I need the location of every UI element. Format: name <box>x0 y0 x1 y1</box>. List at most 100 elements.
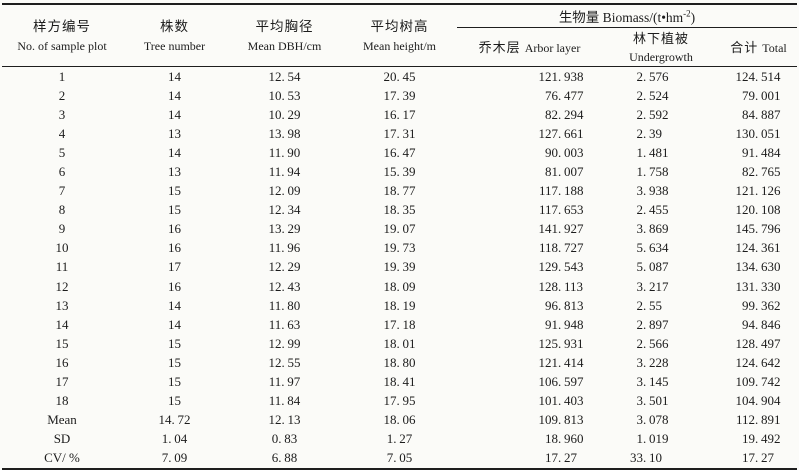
data-cell: 129. 543 <box>538 259 584 275</box>
data-cell: 3. 501 <box>636 393 669 409</box>
data-cell: 17. 31 <box>383 125 416 141</box>
data-cell: 13. 98 <box>268 125 301 141</box>
data-cell: 16. 47 <box>383 144 416 160</box>
data-cell: 145. 796 <box>735 221 781 237</box>
data-cell: 91. 948 <box>545 316 584 332</box>
data-cell: 12. 13 <box>268 412 301 428</box>
data-cell: 2. 897 <box>636 316 669 332</box>
table-header: 样方编号 No. of sample plot 株数 Tree number 平… <box>2 4 797 67</box>
table-row: 4 13 13. 98 17. 31 127. 661 2. 39 130. 051 <box>2 124 797 143</box>
col-header-sample-plot: 样方编号 No. of sample plot <box>2 4 122 67</box>
data-cell: 19. 39 <box>383 259 416 275</box>
data-cell: 2. 524 <box>636 87 669 103</box>
paper-page: 样方编号 No. of sample plot 株数 Tree number 平… <box>0 3 799 470</box>
data-cell: 14 <box>168 316 181 332</box>
data-cell: 18. 09 <box>383 278 416 294</box>
data-cell: 76. 477 <box>545 87 584 103</box>
col-header-total: 合计 Total <box>720 28 797 67</box>
data-cell: 14 <box>168 297 181 313</box>
row-label-cell: 6 <box>58 164 66 180</box>
row-label-cell: Mean <box>47 412 77 428</box>
data-cell: 121. 414 <box>538 354 584 370</box>
data-cell: 11. 63 <box>268 316 301 332</box>
data-cell: 16 <box>168 240 181 256</box>
row-label-cell: 9 <box>58 221 66 237</box>
row-label-cell: CV/ % <box>44 450 80 466</box>
data-cell: 11. 96 <box>268 240 301 256</box>
data-cell: 33. 10 <box>630 450 662 466</box>
biomass-group-label: 生物量 Biomass/(t•hm <box>558 10 684 25</box>
data-cell: 19. 07 <box>383 221 416 237</box>
data-cell: 141. 927 <box>538 221 584 237</box>
row-label-cell: SD <box>53 431 71 447</box>
row-label-cell: 10 <box>55 240 69 256</box>
data-cell: 131. 330 <box>735 278 781 294</box>
table-row: 5 14 11. 90 16. 47 90. 003 1. 481 91. 484 <box>2 143 797 162</box>
data-cell: 12. 99 <box>268 335 301 351</box>
data-cell: 18. 06 <box>383 412 416 428</box>
row-label-cell: 13 <box>55 297 69 313</box>
col-header-mean-height-zh: 平均树高 <box>370 18 429 34</box>
col-group-biomass: 生物量 Biomass/(t•hm-2) <box>457 4 797 28</box>
data-cell: 130. 051 <box>735 125 781 141</box>
data-cell: 14. 72 <box>158 412 191 428</box>
data-cell: 11. 94 <box>268 164 301 180</box>
header-row-main: 样方编号 No. of sample plot 株数 Tree number 平… <box>2 4 797 53</box>
data-cell: 5. 087 <box>636 259 669 275</box>
data-cell: 104. 904 <box>735 393 781 409</box>
col-header-arbor-layer-en: Arbor layer <box>524 41 581 55</box>
col-header-undergrowth-zh: 林下植被 <box>632 31 689 46</box>
data-cell: 134. 630 <box>735 259 781 275</box>
col-header-mean-height-en: Mean height/m <box>363 38 436 53</box>
col-header-arbor-layer-zh: 乔木层 <box>478 40 521 55</box>
row-label-cell: 3 <box>58 106 66 122</box>
col-header-mean-dbh: 平均胸径 Mean DBH/cm <box>227 4 342 67</box>
data-cell: 91. 484 <box>742 144 781 160</box>
row-label-cell: 5 <box>58 144 66 160</box>
table-row: 9 16 13. 29 19. 07 141. 927 3. 869 145. 796 <box>2 220 797 239</box>
table-row: 6 13 11. 94 15. 39 81. 007 1. 758 82. 765 <box>2 162 797 181</box>
data-cell: 15 <box>168 374 181 390</box>
data-cell: 128. 113 <box>538 278 584 294</box>
data-cell: 127. 661 <box>538 125 584 141</box>
data-cell: 7. 09 <box>161 450 188 466</box>
data-cell: 18. 01 <box>383 335 416 351</box>
data-cell: 3. 217 <box>636 278 669 294</box>
col-header-tree-number-en: Tree number <box>143 38 206 53</box>
data-cell: 13 <box>168 125 181 141</box>
data-cell: 17. 39 <box>383 87 416 103</box>
row-label-cell: 17 <box>55 374 69 390</box>
data-cell: 124. 642 <box>735 354 781 370</box>
data-cell: 16 <box>168 278 181 294</box>
data-cell: 11. 80 <box>268 297 301 313</box>
row-label-cell: 14 <box>55 316 69 332</box>
table-row: CV/ % 7. 09 6. 88 7. 05 17. 27 33. 10 17. 27 <box>2 449 797 469</box>
data-cell: 3. 078 <box>636 412 669 428</box>
data-cell: 121. 126 <box>735 183 781 199</box>
data-cell: 117. 653 <box>538 202 584 218</box>
data-cell: 1. 481 <box>636 144 669 160</box>
data-cell: 106. 597 <box>538 374 584 390</box>
data-cell: 82. 765 <box>742 164 781 180</box>
data-cell: 15 <box>168 393 181 409</box>
table-row: 3 14 10. 29 16. 17 82. 294 2. 592 84. 887 <box>2 105 797 124</box>
row-label-cell: 2 <box>58 87 66 103</box>
col-header-sample-plot-en: No. of sample plot <box>17 38 107 53</box>
data-cell: 2. 566 <box>636 335 669 351</box>
table-row: SD 1. 04 0. 83 1. 27 18. 960 1. 019 19. 492 <box>2 430 797 449</box>
row-label-cell: 12 <box>55 278 69 294</box>
data-cell: 18. 960 <box>545 431 584 447</box>
data-cell: 19. 492 <box>742 431 781 447</box>
data-cell: 109. 742 <box>735 374 781 390</box>
row-label-cell: 8 <box>58 202 66 218</box>
data-cell: 15 <box>168 202 181 218</box>
data-cell: 18. 80 <box>383 354 416 370</box>
data-cell: 1. 758 <box>636 164 669 180</box>
data-cell: 96. 813 <box>545 297 584 313</box>
data-cell: 2. 592 <box>636 106 669 122</box>
data-cell: 118. 727 <box>538 240 584 256</box>
data-cell: 82. 294 <box>545 106 584 122</box>
data-cell: 99. 362 <box>742 297 781 313</box>
data-cell: 3. 145 <box>636 374 669 390</box>
data-cell: 20. 45 <box>383 68 416 84</box>
